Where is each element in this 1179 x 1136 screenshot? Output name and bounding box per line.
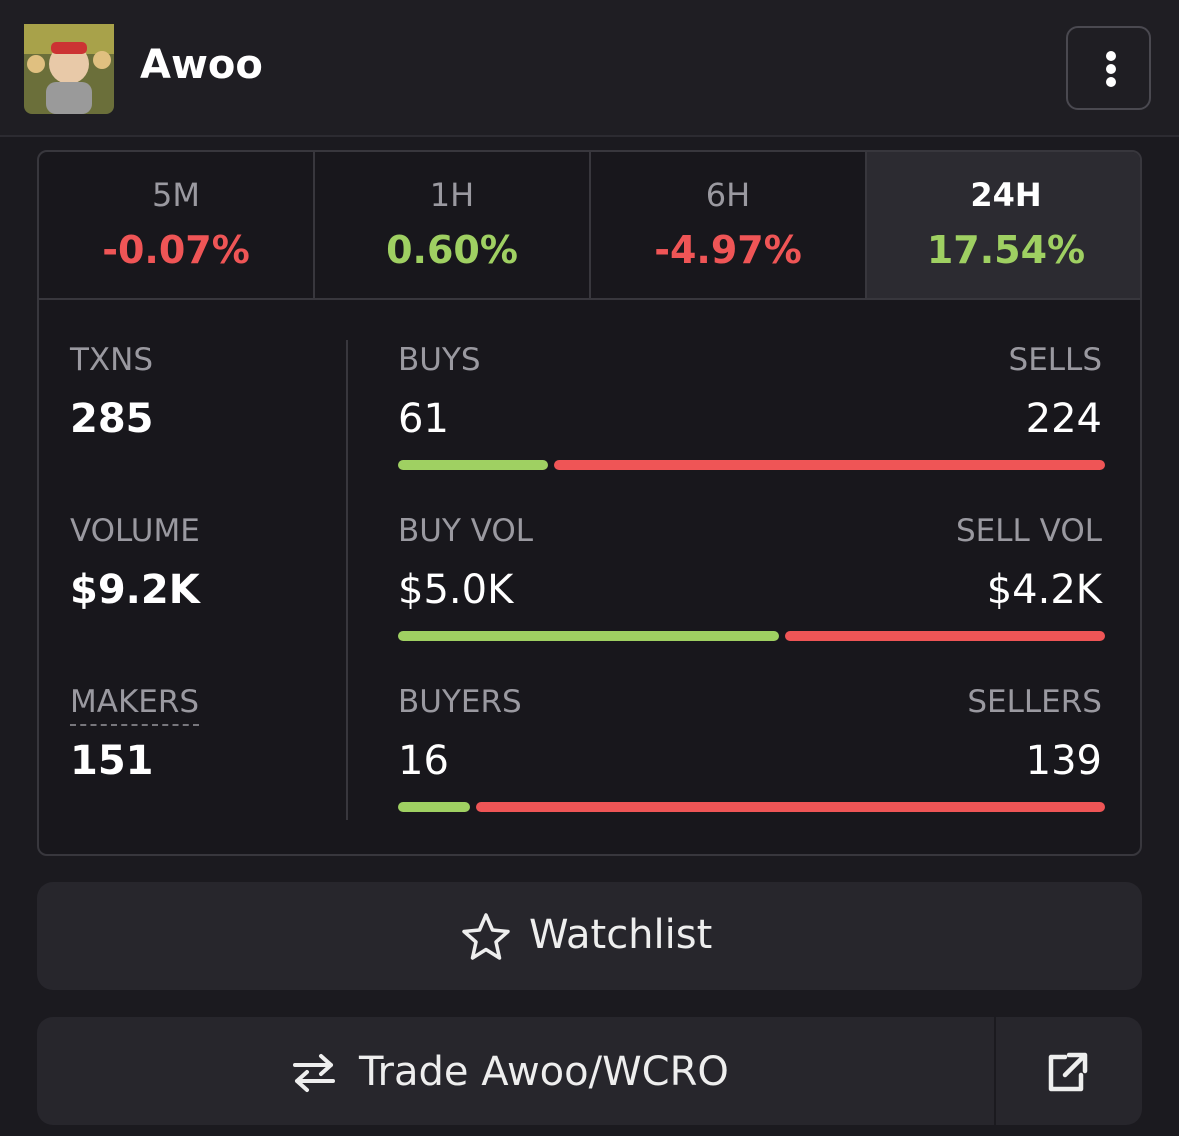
buy-bar: [398, 802, 471, 812]
period-label: 24H: [970, 176, 1042, 214]
menu-button[interactable]: [1066, 26, 1151, 110]
button-divider: [994, 1017, 996, 1125]
stat-total: 151: [70, 738, 154, 784]
period-label: 5M: [152, 176, 200, 214]
left-value: 16: [398, 738, 449, 784]
left-label: BUYERS: [398, 684, 522, 720]
left-label: BUY VOL: [398, 513, 534, 549]
right-value: $4.2K: [986, 567, 1102, 613]
period-tab[interactable]: 24H 17.54%: [867, 152, 1140, 300]
header: Awoo: [0, 0, 1179, 137]
token-title: Awoo: [140, 42, 263, 88]
period-change: -4.97%: [654, 228, 802, 272]
period-change: -0.07%: [102, 228, 250, 272]
trade-button[interactable]: Trade Awoo/WCRO: [37, 1017, 1142, 1125]
divider: [346, 340, 348, 820]
avatar: [24, 24, 114, 114]
right-label: SELLERS: [967, 684, 1102, 720]
swap-icon: [293, 1054, 335, 1092]
sell-bar: [784, 631, 1105, 641]
watchlist-label: Watchlist: [529, 912, 713, 958]
stat-label: TXNS: [70, 342, 154, 378]
right-label: SELL VOL: [956, 513, 1102, 549]
right-value: 224: [1025, 396, 1102, 442]
stat-total: $9.2K: [70, 567, 200, 613]
left-label: BUYS: [398, 342, 481, 378]
buy-bar: [398, 460, 549, 470]
sell-bar: [554, 460, 1105, 470]
star-icon: [462, 913, 510, 960]
period-label: 6H: [705, 176, 751, 214]
left-value: 61: [398, 396, 449, 442]
external-link-icon: [1048, 1052, 1088, 1092]
period-tab[interactable]: 1H 0.60%: [315, 152, 591, 300]
stat-label: MAKERS: [70, 684, 200, 726]
menu-icon: [1106, 51, 1116, 87]
period-tab[interactable]: 5M -0.07%: [39, 152, 315, 300]
sell-bar: [476, 802, 1105, 812]
right-label: SELLS: [1008, 342, 1102, 378]
period-label: 1H: [429, 176, 475, 214]
stat-total: 285: [70, 396, 154, 442]
trade-label: Trade Awoo/WCRO: [359, 1049, 729, 1095]
buy-bar: [398, 631, 779, 641]
left-value: $5.0K: [398, 567, 514, 613]
period-change: 0.60%: [386, 228, 518, 272]
period-change: 17.54%: [926, 228, 1086, 272]
period-tab[interactable]: 6H -4.97%: [591, 152, 867, 300]
stat-label: VOLUME: [70, 513, 200, 549]
right-value: 139: [1025, 738, 1102, 784]
watchlist-button[interactable]: Watchlist: [37, 882, 1142, 990]
stats-card: 5M -0.07% 1H 0.60% 6H -4.97% 24H 17.54% TXNS 285 B…: [37, 150, 1142, 856]
